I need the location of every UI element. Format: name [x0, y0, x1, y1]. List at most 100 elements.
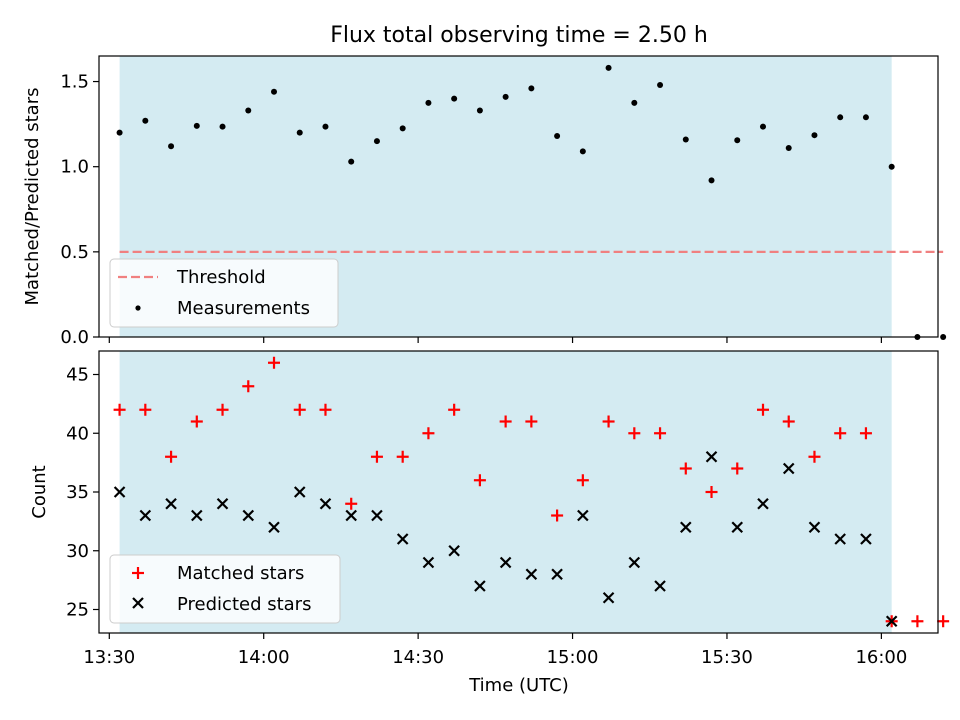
predicted-star-marker — [113, 486, 126, 498]
predicted-star-marker — [525, 568, 538, 581]
top-panel: 0.0 0.5 1.0 1.5 Matched/Predicted stars Thr… — [22, 55, 947, 348]
top-legend: Threshold Measurements — [109, 258, 339, 328]
predicted-star-marker — [268, 521, 280, 534]
chart-title: Flux total observing time = 2.50 h — [330, 23, 708, 48]
matched-star-marker — [319, 403, 332, 416]
legend-threshold-label: Threshold — [176, 267, 266, 288]
measurement-point — [502, 93, 509, 100]
x-tick-label: 15:00 — [547, 647, 599, 668]
predicted-star-marker — [680, 521, 692, 534]
predicted-star-marker — [860, 533, 872, 545]
matched-star-marker — [576, 474, 589, 487]
bottom-y-ticks: 25 30 35 40 45 — [66, 365, 99, 621]
measurement-point — [193, 122, 200, 129]
top-plot-frame — [98, 55, 939, 338]
matched-star-marker — [756, 403, 769, 416]
x-tick-label: 16:00 — [855, 647, 907, 668]
measurement-point — [296, 129, 303, 136]
measurement-point — [528, 85, 535, 92]
predicted-star-marker — [319, 497, 332, 510]
matched-star-marker — [448, 403, 461, 416]
legend-predicted-label: Predicted stars — [177, 594, 311, 615]
predicted-star-marker — [654, 580, 666, 592]
measurement-point — [631, 99, 638, 106]
matched-star-marker — [499, 415, 512, 428]
measurement-point — [888, 163, 895, 170]
matched-star-marker — [139, 403, 152, 416]
y-tick-label: 45 — [66, 365, 89, 386]
y-tick-label: 25 — [66, 600, 89, 621]
y-tick-label: 35 — [66, 482, 89, 503]
measurement-point — [168, 143, 175, 150]
y-tick-label: 1.0 — [60, 157, 89, 178]
matched-star-marker — [911, 615, 924, 628]
measurement-point — [605, 64, 612, 71]
bottom-x-ticks: 13:30 14:00 14:30 15:00 15:30 16:00 — [83, 633, 907, 668]
matched-star-marker — [242, 380, 255, 393]
measurement-point — [271, 88, 278, 95]
matched-star-marker — [525, 415, 538, 428]
y-tick-label: 40 — [66, 423, 89, 444]
top-y-ticks: 0.0 0.5 1.0 1.5 — [60, 72, 99, 348]
matched-star-marker — [782, 415, 795, 428]
measurement-point — [451, 95, 458, 102]
legend-predicted-swatch — [132, 597, 144, 609]
measurement-point — [940, 334, 947, 340]
bottom-legend-box — [109, 554, 341, 624]
top-y-axis-label: Matched/Predicted stars — [22, 88, 43, 306]
measurement-points — [116, 64, 947, 340]
predicted-star-marker — [885, 615, 898, 628]
measurement-point — [425, 99, 432, 106]
predicted-star-marker — [731, 521, 744, 534]
matched-star-marker — [808, 450, 821, 463]
measurement-point — [811, 132, 818, 139]
predicted-star-marker — [551, 568, 563, 581]
legend-matched-swatch — [132, 567, 144, 579]
bottom-legend: Matched stars Predicted stars — [109, 554, 341, 624]
predicted-star-marker — [345, 509, 357, 522]
matched-star-marker — [345, 497, 358, 510]
matched-star-marker — [679, 462, 692, 475]
matched-star-marker — [602, 415, 615, 428]
matched-star-marker — [370, 450, 383, 463]
predicted-star-marker — [782, 462, 795, 475]
matched-star-marker — [396, 450, 409, 463]
predicted-star-marker — [474, 580, 486, 592]
measurement-point — [348, 158, 355, 165]
matched-star-marker — [422, 427, 435, 440]
predicted-star-marker — [293, 486, 306, 498]
x-tick-label: 15:30 — [701, 647, 753, 668]
predicted-star-marker — [396, 533, 409, 545]
matched-star-marker — [268, 356, 281, 369]
predicted-star-marker — [165, 497, 177, 510]
predicted-star-marker — [499, 556, 512, 569]
matched-star-marker — [731, 462, 744, 475]
y-tick-label: 1.5 — [60, 72, 89, 93]
matched-star-marker — [551, 509, 564, 522]
matched-star-marker — [834, 427, 847, 440]
matched-star-marker — [473, 474, 486, 487]
legend-measurements-label: Measurements — [177, 298, 310, 319]
measurement-point — [579, 148, 586, 155]
measurement-point — [759, 123, 766, 130]
top-x-ticks — [108, 337, 882, 343]
y-tick-label: 0.5 — [60, 242, 89, 263]
matched-star-marker — [705, 486, 718, 498]
predicted-star-marker — [422, 556, 435, 569]
measurement-point — [708, 177, 715, 184]
measurement-point — [657, 81, 664, 88]
measurement-point — [554, 133, 561, 140]
x-tick-label: 14:30 — [392, 647, 444, 668]
predicted-star-marker — [242, 509, 255, 522]
measurement-point — [142, 117, 149, 124]
measurement-point — [785, 144, 792, 151]
predicted-star-marker — [371, 509, 383, 522]
predicted-star-marker — [808, 521, 821, 534]
bottom-plot-frame — [98, 350, 939, 634]
predicted-star-marker — [628, 556, 641, 569]
predicted-star-marker — [139, 509, 152, 522]
matched-star-marker — [654, 427, 667, 440]
measurement-point — [734, 137, 741, 144]
predicted-star-points — [113, 450, 898, 628]
measurement-point — [682, 136, 689, 143]
